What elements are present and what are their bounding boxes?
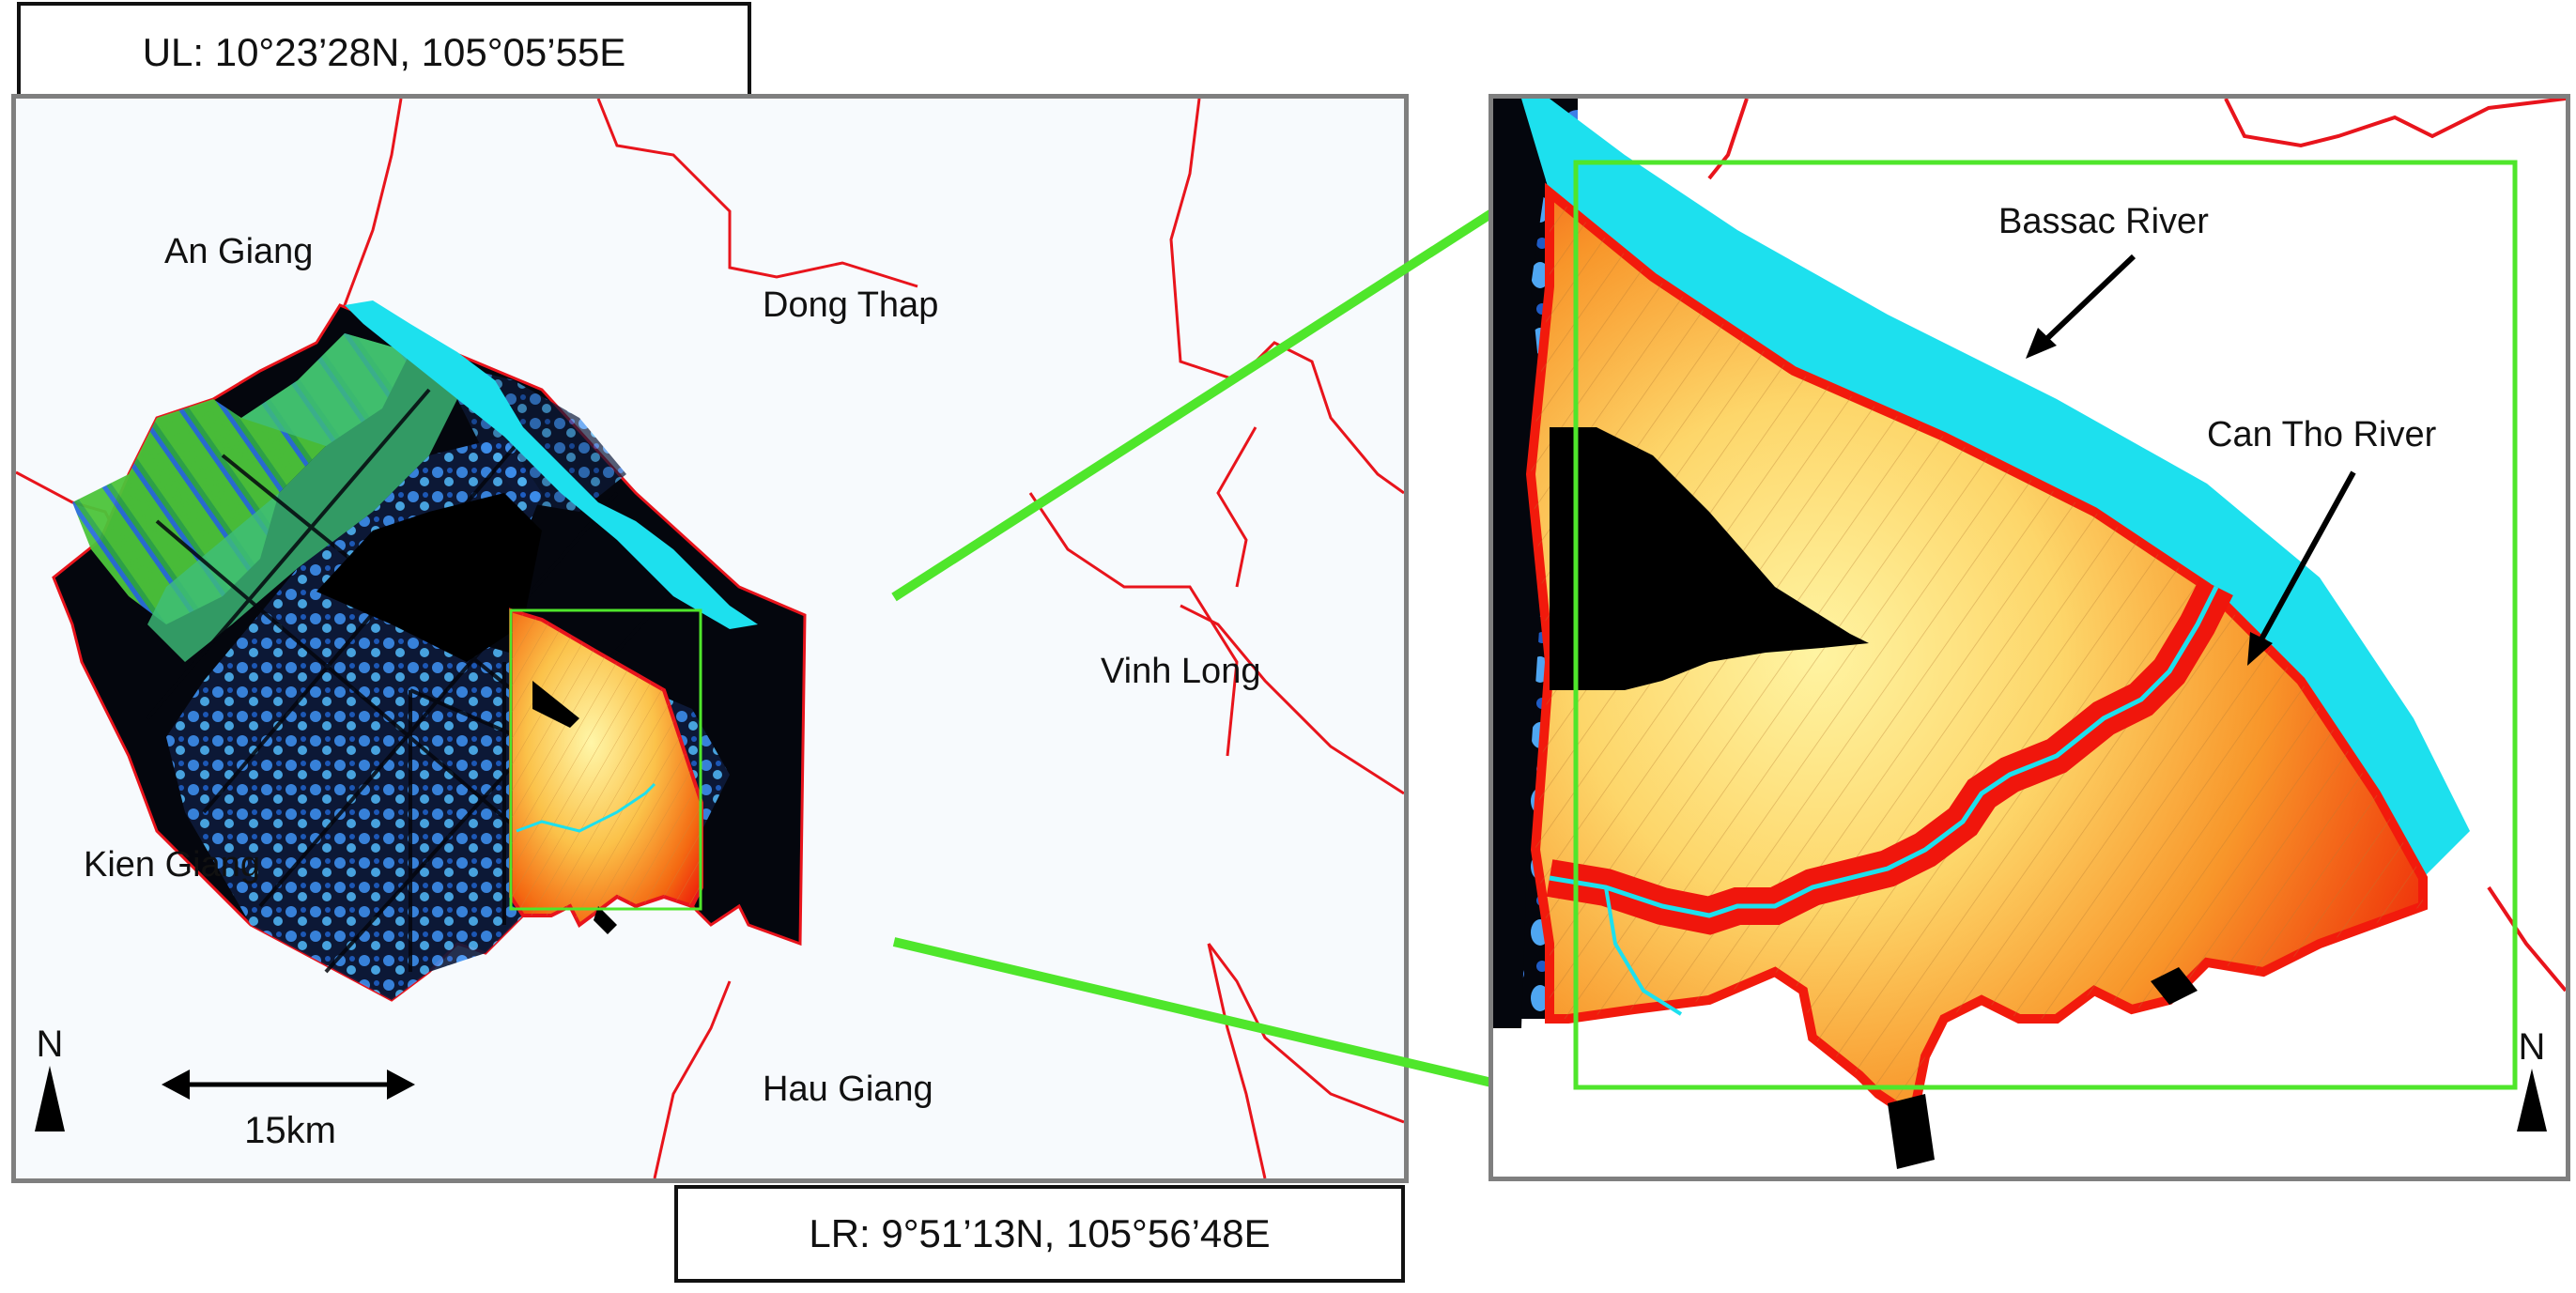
inset-dark-patch-bottom [2151,967,2198,1005]
bassac-river-pointer [2038,254,2136,347]
inset-tributary [1604,886,1683,1016]
region-label-an-giang: An Giang [164,232,313,271]
north-arrow-main-icon [35,1066,65,1131]
north-arrow-inset-label: N [2519,1026,2546,1068]
scale-bar: 15km [162,1070,415,1151]
can-tho-river-pointer [2254,470,2356,650]
inset-zoom-outline [1573,160,2518,1090]
zoom-connector-top [891,152,1582,602]
bassac-river-pointer-arrowhead-icon [2026,328,2057,359]
region-label-kien-giang: Kien Giang [84,845,260,885]
north-arrow-main: N [35,1024,65,1131]
region-label-hau-giang: Hau Giang [763,1070,933,1109]
can-tho-river-pointer-arrowhead-icon [2247,632,2273,666]
inset-province-boundaries [1707,99,2566,993]
zoom-area-outline [509,608,702,911]
upper-left-coordinate-label: UL: 10°23’28N, 105°05’55E [142,30,626,74]
lower-right-coordinate-box: LR: 9°51’13N, 105°56’48E [674,1185,1405,1283]
inset-contour-overlay [1531,192,2423,1113]
bassac-river [345,300,758,629]
scale-bar-left-arrow-icon [162,1070,190,1100]
label-bassac-river: Bassac River [1998,202,2209,241]
north-arrow-main-label: N [37,1024,64,1065]
label-can-tho-river: Can Tho River [2207,415,2437,454]
inset-bassac-river [1521,99,2470,878]
region-label-dong-thap: Dong Thap [763,285,938,325]
urban-dark-blob [316,493,542,662]
north-arrow-inset: N [2517,1026,2547,1131]
inset-map[interactable]: Bassac River Can Tho River N [1489,94,2570,1181]
scale-bar-right-arrow-icon [387,1070,415,1100]
inset-dark-strip [1493,99,1550,1028]
can-tho-highlight-zone [509,608,703,934]
inset-urban-dark-area [1550,427,1869,690]
north-arrow-inset-icon [2517,1069,2547,1131]
region-label-vinh-long: Vinh Long [1101,652,1260,691]
zoom-connector-bottom [892,937,1581,1108]
inset-dark-patch-south [1888,1094,1935,1169]
scale-bar-label: 15km [244,1110,336,1151]
inset-can-tho-river [1549,585,2219,918]
lower-right-coordinate-label: LR: 9°51’13N, 105°56’48E [809,1211,1271,1255]
main-map-canvas: An Giang Dong Thap Vinh Long Kien Giang … [16,99,1404,1178]
main-map[interactable]: An Giang Dong Thap Vinh Long Kien Giang … [11,94,1409,1183]
upper-left-coordinate-box: UL: 10°23’28N, 105°05’55E [17,2,751,103]
inset-map-canvas: Bassac River Can Tho River N [1493,99,2566,1169]
